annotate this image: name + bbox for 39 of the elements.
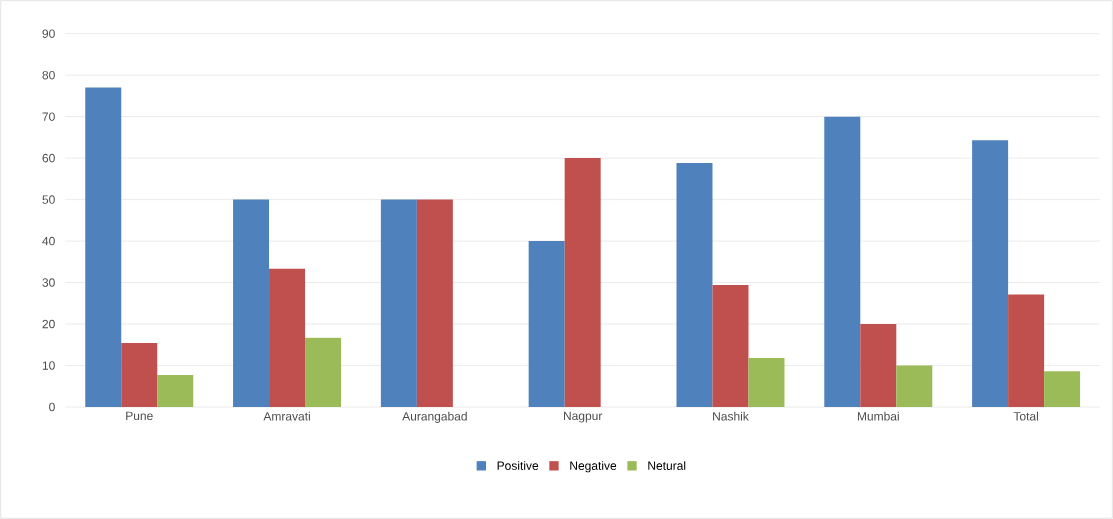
bar [896,365,933,407]
bar [157,375,194,407]
legend-label: Negative [570,461,617,473]
bar [233,199,270,407]
bar [1044,371,1081,407]
x-tick-label: Nashik [713,411,749,421]
bar [676,163,713,407]
bar [416,199,453,407]
x-tick-label: Total [1013,411,1038,421]
y-tick-label: 40 [42,236,55,246]
bar [305,337,342,407]
x-tick-label: Amravati [263,411,310,421]
bar [972,140,1009,407]
x-tick-label: Nagpur [563,411,603,423]
y-tick-label: 50 [42,195,55,204]
bar [824,116,861,407]
y-tick-label: 10 [42,361,55,370]
x-tick-label: Mumbai [857,411,899,421]
bar [528,241,565,407]
y-tick-label: 0 [49,402,55,412]
legend-label: Positive [497,461,539,470]
legend-label: Netural [648,461,686,470]
y-tick-label: 60 [42,153,55,163]
bar [564,158,601,407]
x-tick-label: Pune [126,411,153,421]
y-tick-label: 80 [42,70,55,80]
y-tick-label: 70 [42,112,55,121]
x-tick-label: Aurangabad [402,411,467,423]
bar [712,285,749,407]
y-tick-label: 20 [42,319,55,329]
bar [748,358,785,407]
y-tick-label: 90 [42,29,55,38]
bar [380,199,417,407]
bar [269,268,306,407]
bar [1008,294,1045,407]
y-tick-label: 30 [42,278,55,287]
bar [860,324,897,407]
bar [121,343,158,407]
bar [85,87,122,407]
